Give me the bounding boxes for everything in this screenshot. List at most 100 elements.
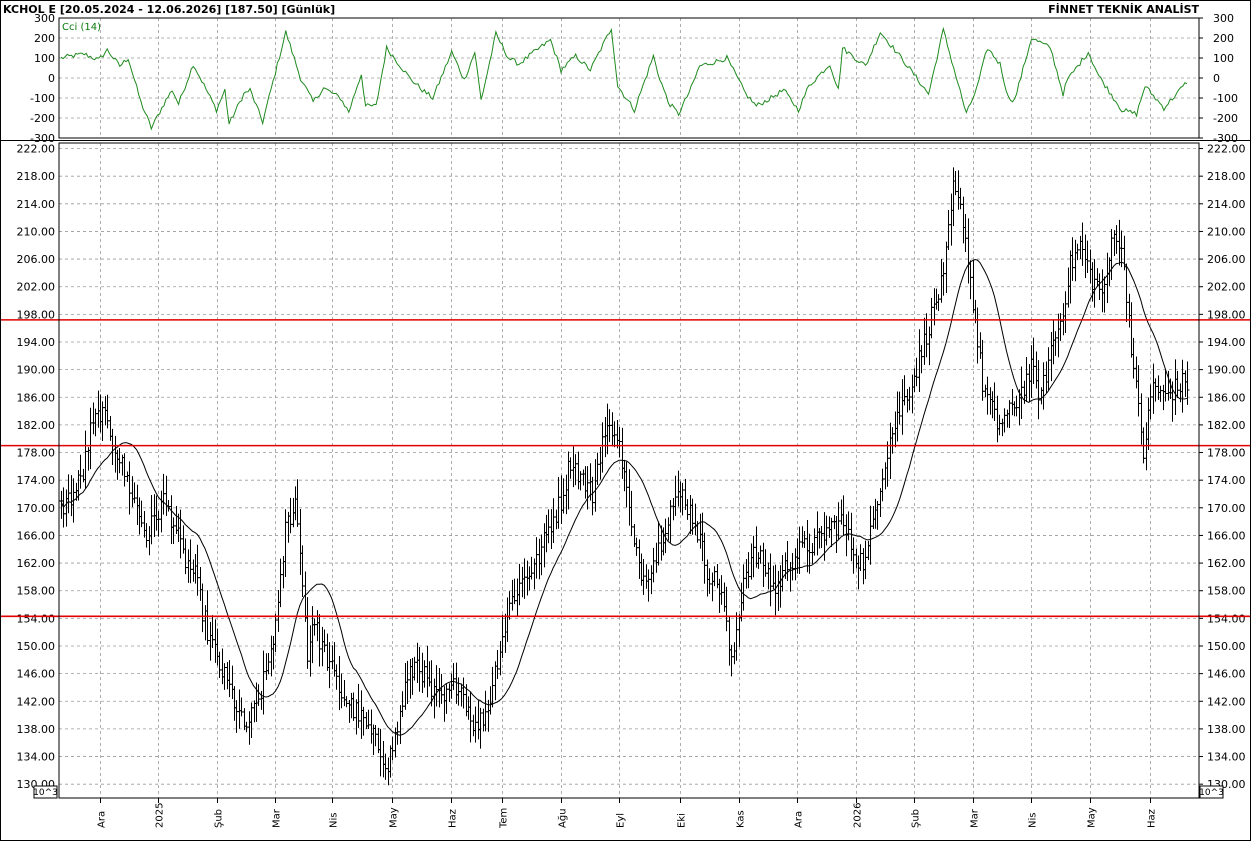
month-label: Şub [911,809,922,828]
cci-tick-right: -200 [1213,112,1238,125]
month-label: Ağu [557,808,569,828]
month-label: Nis [329,813,340,828]
price-tick-left: 158.00 [17,585,56,598]
month-label: Haz [1147,809,1158,828]
price-tick-left: 214.00 [17,198,56,211]
price-tick-right: 170.00 [1207,502,1246,515]
ohlc-bars [59,167,1190,786]
month-label: May [1087,807,1098,828]
cci-tick-right: 0 [1213,72,1220,85]
price-tick-left: 222.00 [17,143,56,156]
price-bar [1185,361,1190,405]
cci-tick-left: 0 [48,72,55,85]
cci-tick-left: 200 [34,32,55,45]
price-tick-right: 134.00 [1207,751,1246,764]
price-tick-right: 202.00 [1207,281,1246,294]
cci-tick-right: 200 [1213,32,1234,45]
price-tick-left: 174.00 [17,474,56,487]
unit-label-right: 10^3 [1199,788,1224,798]
month-label: Kas [736,810,747,828]
price-tick-left: 194.00 [17,336,56,349]
price-tick-right: 186.00 [1207,391,1246,404]
price-tick-left: 210.00 [17,225,56,238]
cci-axis-ticks: 300 300 200 200 100 100 0 0 -100 -100 -200 -200 -300… [30,12,1238,145]
cci-tick-left: -100 [30,92,55,105]
price-tick-right: 158.00 [1207,585,1246,598]
month-label: Tem [499,808,510,829]
price-tick-right: 174.00 [1207,474,1246,487]
cci-tick-right: 100 [1213,52,1234,65]
price-tick-right: 194.00 [1207,336,1246,349]
brand-label: FİNNET TEKNİK ANALİST [1048,2,1199,16]
cci-tick-left: 300 [34,12,55,25]
cci-panel-frame [58,17,1200,139]
price-tick-right: 178.00 [1207,447,1246,460]
level-lines [0,319,1251,618]
month-label: May [389,807,400,828]
price-tick-right: 222.00 [1207,143,1246,156]
cci-indicator-label: Cci (14) [62,22,101,33]
month-label: Haz [448,809,459,828]
price-tick-right: 138.00 [1207,723,1246,736]
month-label: 2025 [155,803,166,828]
moving-average-group [60,258,1188,736]
price-tick-left: 146.00 [17,668,56,681]
price-tick-right: 190.00 [1207,364,1246,377]
month-axis: Ara 2025 Şub Mar Nis May Haz Tem Ağu Eyl Eki Kas Ara… [97,798,1158,829]
cci-line [60,26,1188,131]
unit-label-left: 10^3 [33,788,58,798]
symbol-header: KCHOL E [20.05.2024 - 12.06.2026] [187.5… [3,3,335,16]
price-tick-right: 210.00 [1207,225,1246,238]
month-label: Nis [1028,813,1039,828]
month-label: Eki [677,813,688,828]
month-label: Eyl [616,813,627,828]
price-tick-right: 142.00 [1207,695,1246,708]
price-tick-right: 146.00 [1207,668,1246,681]
price-tick-left: 162.00 [17,557,56,570]
price-tick-right: 150.00 [1207,640,1246,653]
price-tick-left: 178.00 [17,447,56,460]
price-tick-left: 166.00 [17,529,56,542]
price-tick-right: 206.00 [1207,253,1246,266]
unit-box-left [33,785,58,799]
price-tick-left: 202.00 [17,281,56,294]
moving-average-line [60,258,1188,736]
price-panel-frame [58,142,1200,799]
price-tick-right: 182.00 [1207,419,1246,432]
price-tick-right: 162.00 [1207,557,1246,570]
price-tick-left: 182.00 [17,419,56,432]
price-tick-left: 134.00 [17,751,56,764]
price-tick-right: 218.00 [1207,170,1246,183]
price-tick-left: 206.00 [17,253,56,266]
month-label: 2026 [853,803,864,828]
price-tick-right: 166.00 [1207,529,1246,542]
month-label: Ara [794,811,805,828]
cci-tick-left: -300 [30,132,55,145]
month-label: Mar [272,808,283,828]
cci-tick-right: -300 [1213,132,1238,145]
month-label: Mar [970,808,981,828]
price-tick-left: 154.00 [17,612,56,625]
price-tick-right: 198.00 [1207,308,1246,321]
price-tick-left: 170.00 [17,502,56,515]
price-tick-left: 138.00 [17,723,56,736]
cci-tick-left: 100 [34,52,55,65]
cci-line-group [60,26,1188,131]
month-label: Ara [97,811,108,828]
price-tick-right: 154.00 [1207,612,1246,625]
price-tick-left: 150.00 [17,640,56,653]
cci-tick-right: -100 [1213,92,1238,105]
price-tick-left: 190.00 [17,364,56,377]
price-tick-left: 142.00 [17,695,56,708]
cci-tick-left: -200 [30,112,55,125]
month-label: Şub [214,809,225,828]
price-tick-left: 218.00 [17,170,56,183]
unit-box-right [1199,785,1224,799]
price-tick-right: 214.00 [1207,198,1246,211]
cci-tick-right: 300 [1213,12,1234,25]
price-grid [59,143,1199,798]
price-tick-left: 186.00 [17,391,56,404]
price-tick-left: 198.00 [17,308,56,321]
